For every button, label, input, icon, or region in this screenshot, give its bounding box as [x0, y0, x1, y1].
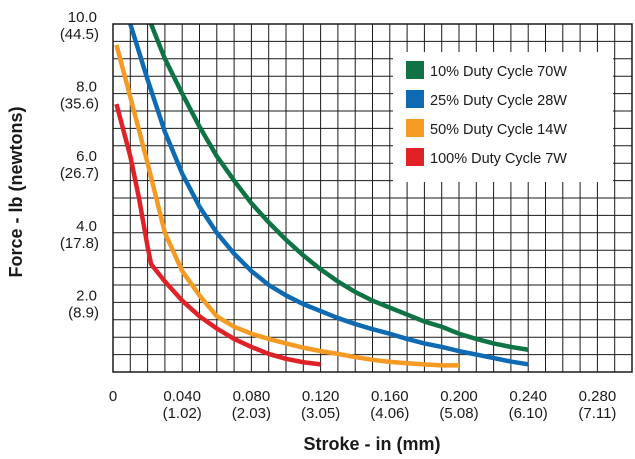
x-tick-sublabel: (7.11): [578, 405, 616, 422]
series-line-4: [114, 103, 321, 367]
x-tick-label: 0: [109, 388, 117, 405]
y-tick-label: 10.0: [68, 9, 97, 26]
legend: 10% Duty Cycle 70W 25% Duty Cycle 28W 50% …: [393, 52, 613, 182]
legend-label: 100% Duty Cycle 7W: [430, 151, 567, 167]
x-tick-sublabel: (1.02): [163, 405, 202, 422]
plot-frame: [112, 23, 633, 373]
series-group: [114, 23, 529, 368]
y-tick-label: 6.0: [76, 148, 97, 165]
series-line-2: [128, 23, 529, 367]
legend-label: 10% Duty Cycle 70W: [430, 64, 567, 80]
series-line-1: [148, 23, 529, 352]
series-line-3: [114, 44, 459, 368]
legend-label: 25% Duty Cycle 28W: [430, 93, 567, 109]
x-tick-label: 0.040: [163, 388, 201, 405]
y-tick-sublabel: (44.5): [60, 26, 99, 43]
x-tick-label: 0.160: [371, 388, 409, 405]
y-tick-label: 2.0: [76, 287, 97, 304]
x-tick-sublabel: (6.10): [509, 405, 548, 422]
legend-items: 10% Duty Cycle 70W 25% Duty Cycle 28W 50% …: [406, 61, 567, 167]
y-tick-sublabel: (35.6): [60, 96, 99, 113]
legend-swatch: [406, 90, 424, 108]
y-tick-sublabel: (8.9): [68, 304, 99, 321]
x-tick-sublabel: (3.05): [301, 405, 340, 422]
y-tick-sublabel: (26.7): [60, 165, 99, 182]
legend-swatch: [406, 119, 424, 137]
x-tick-label: 0.280: [579, 388, 617, 405]
legend-swatch: [406, 148, 424, 166]
y-tick-label: 8.0: [76, 79, 97, 96]
x-axis-title: Stroke - in (mm): [303, 434, 440, 454]
x-tick-label: 0.080: [233, 388, 271, 405]
x-tick-sublabel: (4.06): [370, 405, 409, 422]
x-tick-label: 0.240: [509, 388, 547, 405]
y-tick-labels: 10.0(44.5) 8.0(35.6) 6.0(26.7) 4.0(17.8) 2.0…: [60, 9, 99, 321]
y-tick-sublabel: (17.8): [60, 235, 99, 252]
y-tick-label: 4.0: [76, 218, 97, 235]
legend-swatch: [406, 61, 424, 79]
x-tick-labels: 0 0.040(1.02)0.080(2.03)0.120(3.05)0.160(…: [109, 388, 617, 422]
x-tick-sublabel: (5.08): [439, 405, 478, 422]
legend-box: [393, 52, 613, 182]
x-tick-label: 0.120: [302, 388, 340, 405]
legend-label: 50% Duty Cycle 14W: [430, 122, 567, 138]
x-tick-sublabel: (2.03): [232, 405, 271, 422]
x-tick-label: 0.200: [440, 388, 478, 405]
y-axis-title: Force - lb (newtons): [6, 106, 26, 277]
